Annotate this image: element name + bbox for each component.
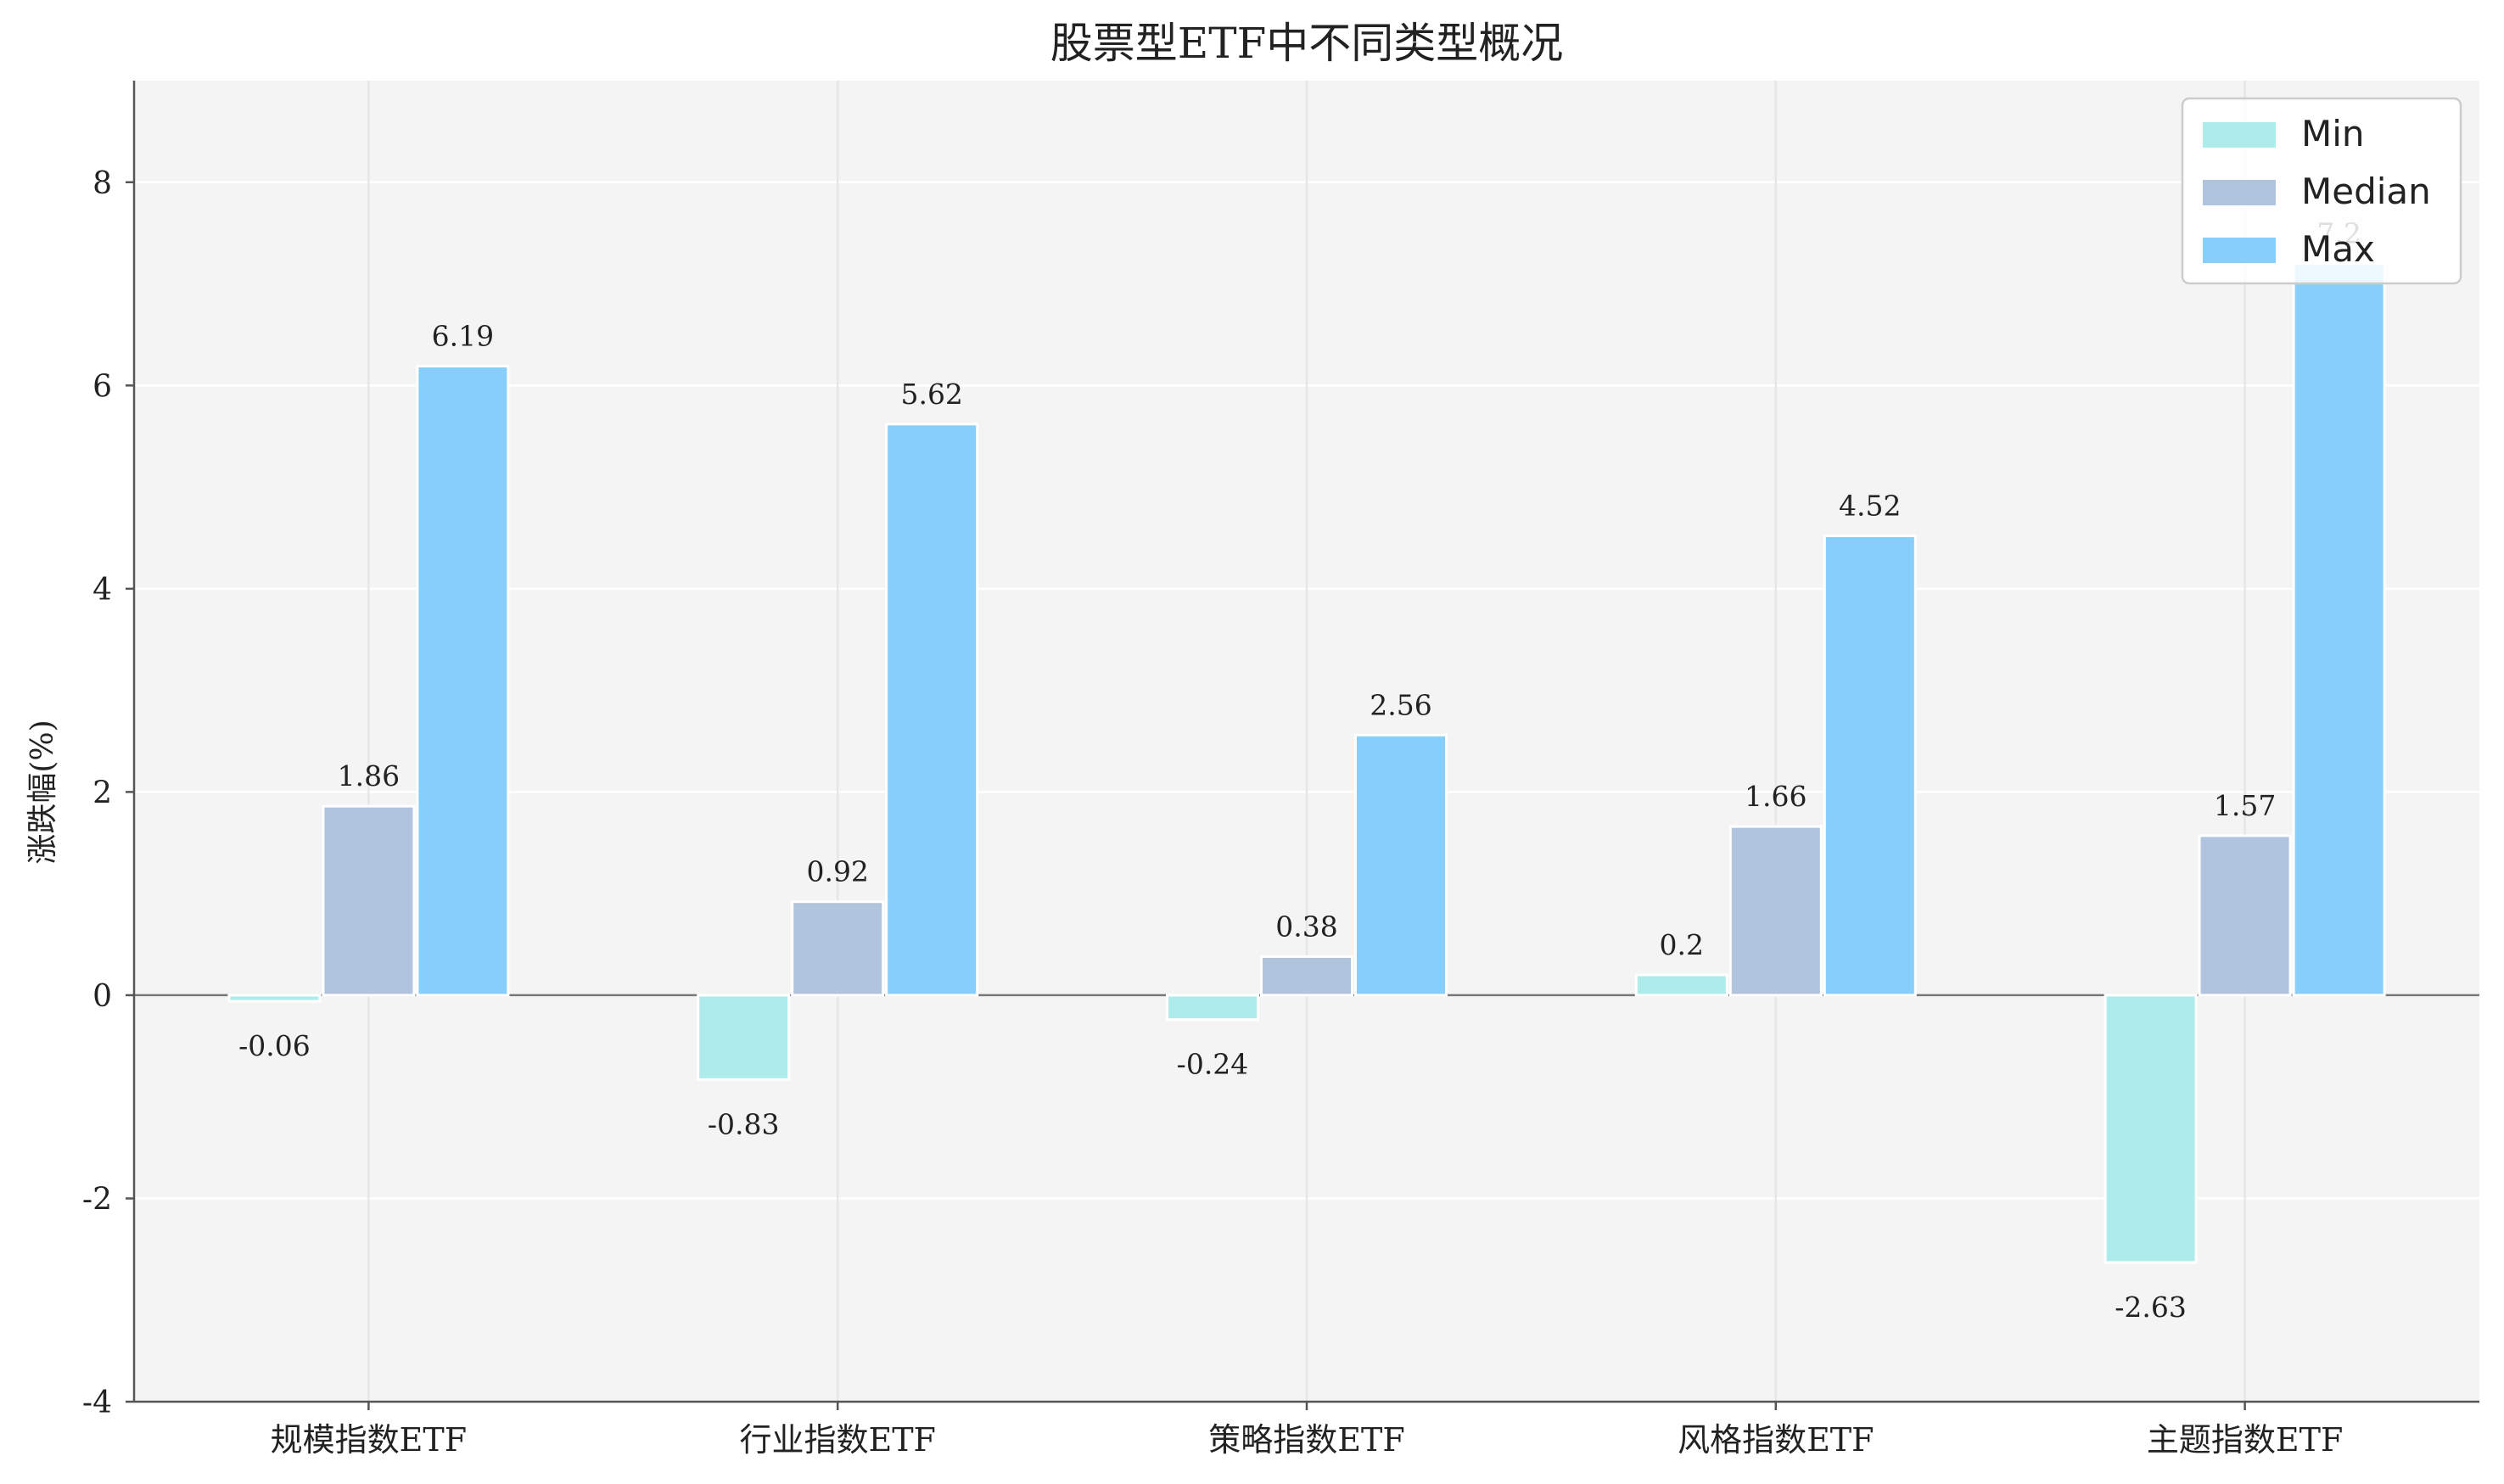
bar-max-0 [416,365,510,997]
y-tick-label: 2 [92,776,112,810]
legend-label-min: Min [2301,113,2365,154]
legend-label-median: Median [2301,171,2431,212]
bar-min-3 [1634,973,1728,997]
bar-min-4 [2103,994,2198,1264]
chart-title: 股票型ETF中不同类型概况 [1050,19,1564,68]
bar-median-4 [2198,834,2292,997]
bar-median-2 [1260,955,1353,997]
bar-median-3 [1728,825,1823,997]
data-label-min-2: -0.24 [1177,1048,1249,1081]
y-tick-label: 4 [92,573,112,608]
data-label-min-1: -0.83 [708,1107,780,1140]
bar-max-1 [885,423,979,997]
data-label-median-1: 0.92 [806,855,868,888]
bar-median-1 [791,900,885,997]
bar-min-1 [697,994,791,1081]
y-tick-label: -4 [82,1386,112,1420]
bar-max-2 [1354,733,1448,997]
data-label-max-1: 5.62 [900,378,962,411]
data-label-min-4: -2.63 [2115,1291,2187,1324]
data-label-median-3: 1.66 [1745,780,1807,813]
y-tick-label: -2 [82,1182,112,1217]
legend-swatch-min [2203,122,2276,148]
data-label-layer: -0.06 -0.83 -0.24 0.2 -2.63 1.86 0.92 0.38 1.66 1… [238,217,2361,1324]
x-tick-label: 规模指数ETF [271,1421,467,1459]
x-tick-label: 主题指数ETF [2147,1421,2343,1459]
x-tick-label: 风格指数ETF [1678,1421,1874,1459]
bar-min-0 [227,994,322,1003]
data-label-median-2: 0.38 [1275,910,1337,943]
bar-max-3 [1823,535,1917,997]
x-tick-label: 行业指数ETF [739,1421,935,1459]
bar-layer [227,262,2386,1264]
legend-swatch-median [2203,180,2276,205]
y-tick-label: 8 [92,166,112,201]
y-tick-label: 0 [92,979,112,1014]
y-axis-label: 涨跌幅(%) [25,720,60,864]
axis-layer: -4 -2 0 2 4 6 8 规模指数ETF 行业指数ETF 策略指数ETF 风格指数ETF 主题指… [82,81,2479,1459]
x-tick-label: 策略指数ETF [1208,1421,1404,1459]
bar-median-0 [322,804,416,997]
data-label-max-3: 4.52 [1839,490,1901,523]
data-label-min-3: 0.2 [1660,928,1704,961]
legend-label-max: Max [2301,228,2375,270]
legend-swatch-max [2203,238,2276,263]
data-label-max-0: 6.19 [432,320,494,353]
data-label-median-0: 1.86 [338,759,400,792]
bar-min-2 [1166,994,1259,1022]
data-label-min-0: -0.06 [238,1029,311,1062]
legend: Min Median Max [2181,97,2462,285]
y-tick-label: 6 [92,369,112,404]
data-label-median-4: 1.57 [2214,789,2276,822]
bar-max-4 [2292,262,2386,997]
data-label-max-2: 2.56 [1370,688,1431,721]
